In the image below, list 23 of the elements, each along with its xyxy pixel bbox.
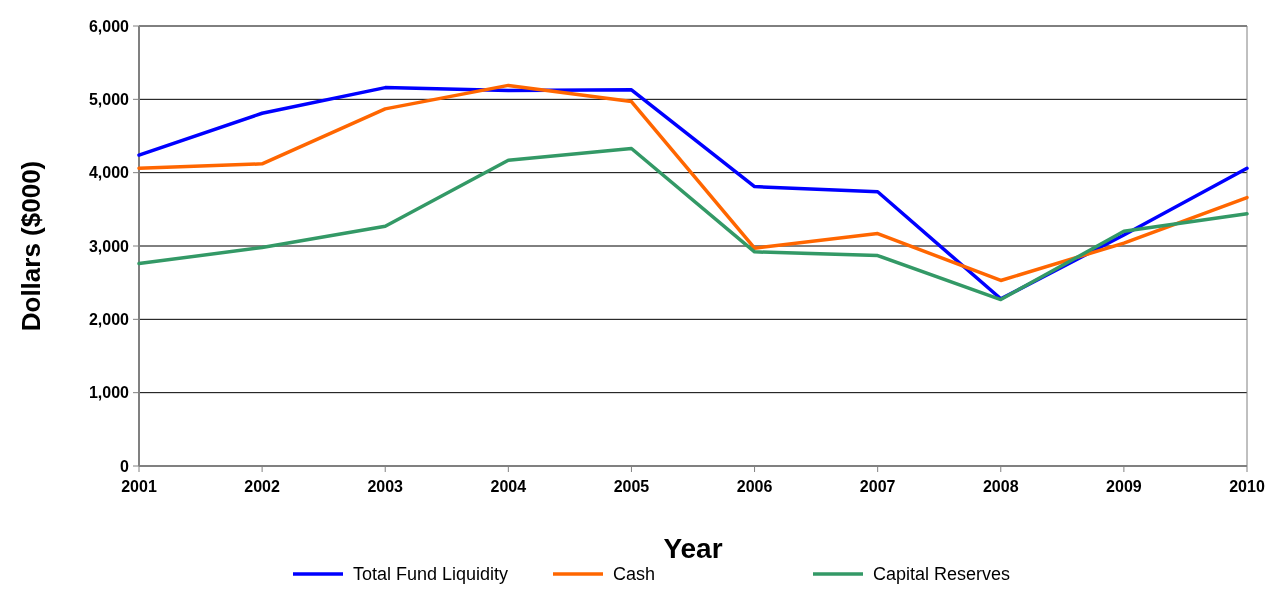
x-tick-label: 2001: [121, 478, 157, 495]
y-axis-title: Dollars ($000): [16, 160, 46, 332]
y-tick-label: 3,000: [88, 237, 130, 255]
x-tick-label: 2007: [859, 478, 896, 495]
y-tick-label: 4,000: [88, 164, 130, 182]
x-tick-label: 2002: [244, 478, 281, 495]
line-series: [137, 146, 1249, 302]
y-tick-label: 1,000: [88, 384, 130, 402]
x-tick-label: 2010: [1229, 478, 1265, 495]
legend-label: Cash: [613, 564, 656, 584]
x-tick-label: 2009: [1106, 478, 1142, 495]
legend-label: Capital Reserves: [873, 564, 1011, 584]
x-axis-title: Year: [663, 533, 723, 564]
y-tick-label: 0: [120, 457, 130, 475]
x-tick-label: 2004: [490, 478, 527, 495]
y-tick-label: 6,000: [88, 17, 130, 35]
x-tick-label: 2008: [982, 478, 1019, 495]
y-tick-label: 5,000: [88, 90, 130, 108]
x-tick-label: 2005: [613, 478, 650, 495]
legend-label: Total Fund Liquidity: [353, 564, 509, 584]
y-tick-label: 2,000: [88, 310, 130, 328]
x-tick-label: 2003: [367, 478, 404, 495]
x-tick-label: 2006: [736, 478, 773, 495]
